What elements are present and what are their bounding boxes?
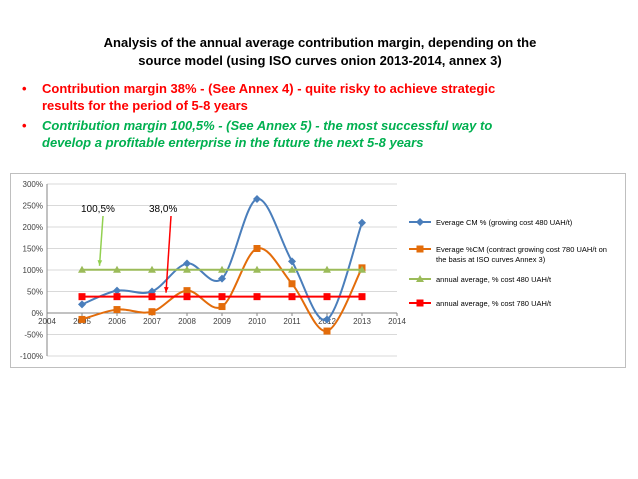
y-tick-label: 200% bbox=[23, 223, 43, 232]
legend-label: Everage %CM (contract growing cost 780 U… bbox=[436, 245, 607, 264]
bullet-item-contribution-100: • Contribution margin 100,5% - (See Anne… bbox=[22, 117, 622, 151]
data-point-series-2 bbox=[253, 265, 261, 273]
series-line-0 bbox=[81, 198, 363, 321]
x-tick-label: 2004 bbox=[38, 317, 56, 326]
data-point-series-1 bbox=[183, 287, 191, 295]
title-line-1: Analysis of the annual average contribut… bbox=[103, 35, 537, 50]
x-tick-label: 2007 bbox=[143, 317, 161, 326]
data-point-series-3 bbox=[288, 293, 296, 301]
bullet-dot: • bbox=[22, 118, 27, 133]
bullet-text-line-2: develop a profitable enterprise in the f… bbox=[42, 135, 424, 150]
data-point-series-1 bbox=[288, 280, 296, 288]
data-point-series-1 bbox=[253, 245, 261, 252]
annotation-arrowhead bbox=[164, 286, 169, 293]
annotation-arrowhead bbox=[97, 260, 103, 266]
legend-swatch-marker bbox=[416, 245, 424, 253]
data-point-series-3 bbox=[113, 293, 121, 301]
legend-swatch-marker bbox=[416, 299, 424, 307]
data-point-series-3 bbox=[183, 293, 191, 301]
data-point-series-3 bbox=[148, 293, 156, 301]
legend-swatch-marker bbox=[416, 218, 424, 226]
annotation-arrow bbox=[98, 215, 104, 266]
legend-label: annual average, % cost 480 UAH/t bbox=[436, 275, 552, 284]
data-point-series-1 bbox=[113, 306, 121, 314]
y-tick-label: 100% bbox=[23, 266, 43, 275]
data-point-series-2 bbox=[148, 265, 156, 273]
data-point-series-3 bbox=[358, 293, 366, 301]
y-tick-label: 0% bbox=[31, 309, 43, 318]
line-chart: 300% 250% 200% 150% 100% 50% 0% -50% -100% 2004 20… bbox=[20, 180, 607, 361]
data-point-series-2 bbox=[78, 265, 86, 273]
data-point-series-2 bbox=[288, 265, 296, 273]
x-tick-label: 2009 bbox=[213, 317, 231, 326]
data-point-series-3 bbox=[253, 293, 261, 301]
title-line-2: source model (using ISO curves onion 201… bbox=[138, 53, 502, 68]
bullet-list: • Contribution margin 38% - (See Annex 4… bbox=[22, 80, 622, 154]
legend-swatch-marker bbox=[416, 275, 424, 282]
data-point-series-3 bbox=[78, 293, 86, 301]
data-point-series-2 bbox=[113, 265, 121, 273]
x-tick-label: 2014 bbox=[388, 317, 406, 326]
data-point-series-1 bbox=[78, 315, 86, 323]
data-point-series-0 bbox=[218, 274, 226, 283]
data-point-series-0 bbox=[323, 315, 331, 324]
bullet-text-line-2: results for the period of 5-8 years bbox=[42, 98, 248, 113]
x-tick-label: 2011 bbox=[283, 317, 301, 326]
data-point-series-1 bbox=[323, 327, 331, 335]
x-tick-label: 2008 bbox=[178, 317, 196, 326]
data-point-series-1 bbox=[148, 308, 156, 316]
data-point-series-0 bbox=[253, 195, 261, 204]
data-point-series-0 bbox=[183, 259, 191, 268]
data-point-series-0 bbox=[113, 286, 121, 295]
bullet-text-line-1: Contribution margin 100,5% - (See Annex … bbox=[42, 118, 493, 133]
y-tick-label: 250% bbox=[23, 202, 43, 211]
legend-label: annual average, % cost 780 UAH/t bbox=[436, 299, 552, 308]
legend-label-line: Everage %CM (contract growing cost 780 U… bbox=[436, 245, 607, 254]
slide-title: Analysis of the annual average contribut… bbox=[40, 34, 600, 70]
y-tick-label: -50% bbox=[24, 331, 43, 340]
bullet-item-contribution-38: • Contribution margin 38% - (See Annex 4… bbox=[22, 80, 622, 114]
annotation-label: 38,0% bbox=[149, 204, 177, 215]
annotation-arrow bbox=[165, 215, 172, 293]
x-tick-label: 2010 bbox=[248, 317, 266, 326]
data-point-series-0 bbox=[78, 300, 86, 309]
bullet-dot: • bbox=[22, 81, 27, 96]
y-tick-label: 50% bbox=[27, 288, 43, 297]
annotation-label: 100,5% bbox=[81, 204, 115, 215]
data-point-series-1 bbox=[218, 303, 226, 311]
data-point-series-2 bbox=[183, 265, 191, 273]
data-point-series-3 bbox=[218, 293, 226, 301]
data-point-series-2 bbox=[323, 265, 331, 273]
data-point-series-0 bbox=[288, 257, 296, 266]
legend-label-line: the basis at ISO curves Annex 3) bbox=[436, 255, 546, 264]
y-tick-label: -100% bbox=[20, 352, 43, 361]
x-tick-label: 2013 bbox=[353, 317, 371, 326]
data-point-series-3 bbox=[323, 293, 331, 301]
data-point-series-0 bbox=[358, 218, 366, 227]
data-point-series-2 bbox=[358, 265, 366, 273]
legend-label: Everage CM % (growing cost 480 UAH/t) bbox=[436, 218, 573, 227]
bullet-text-line-1: Contribution margin 38% - (See Annex 4) … bbox=[42, 81, 496, 96]
x-tick-label: 2006 bbox=[108, 317, 126, 326]
chart-container: 300% 250% 200% 150% 100% 50% 0% -50% -100% 2004 20… bbox=[10, 173, 626, 368]
y-tick-label: 300% bbox=[23, 180, 43, 189]
data-point-series-2 bbox=[218, 265, 226, 273]
y-tick-label: 150% bbox=[23, 245, 43, 254]
